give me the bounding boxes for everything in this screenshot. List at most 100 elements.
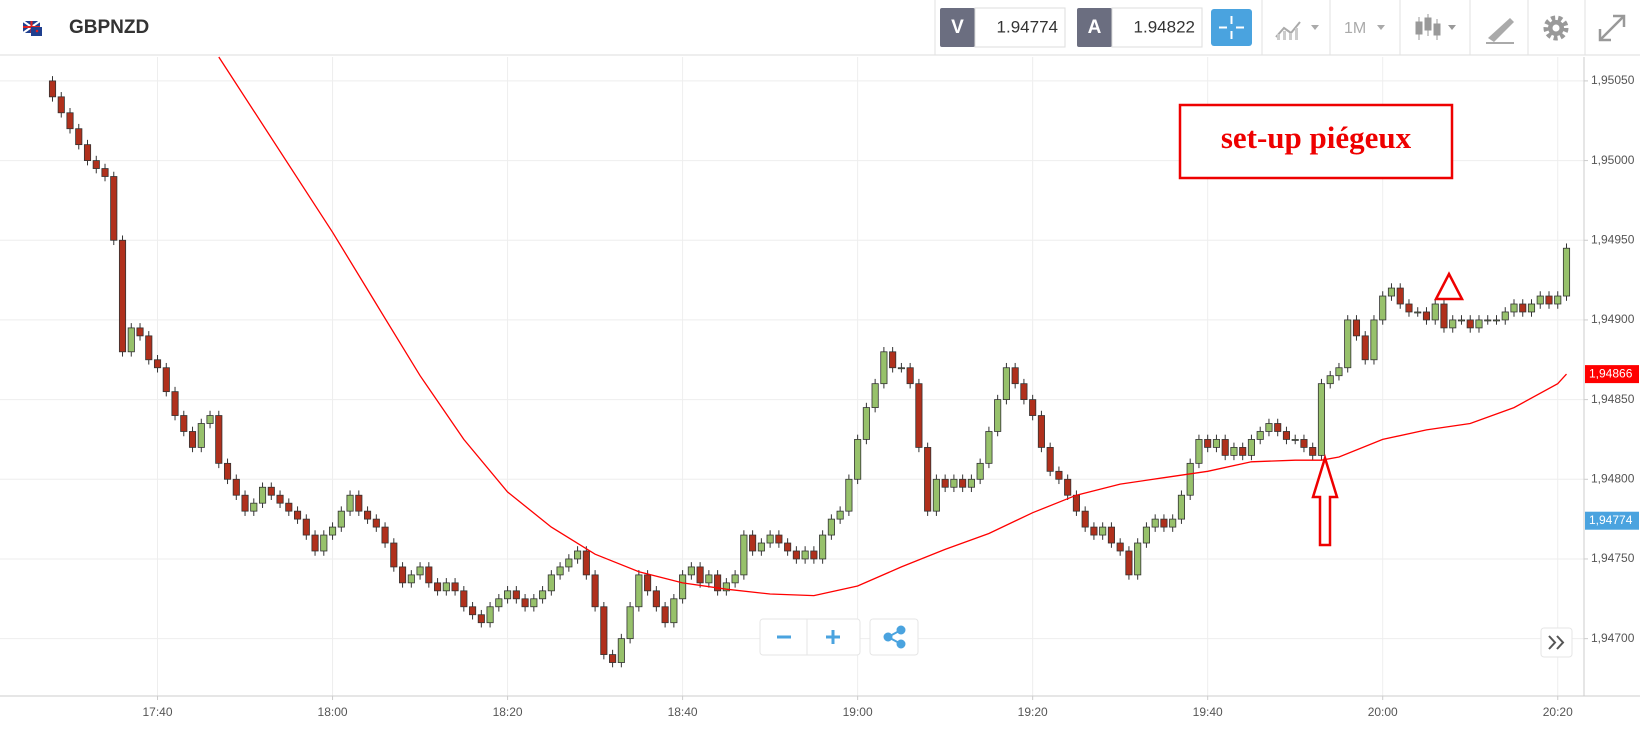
candle-body [792,550,800,560]
candles-button[interactable] [1415,14,1456,40]
candle-body [57,96,65,114]
candle-body [1554,295,1562,305]
fullscreen-button[interactable] [1598,14,1626,42]
share-button[interactable] [869,618,919,656]
candle-body [48,80,57,98]
candle-body [1414,311,1422,314]
candle-body [836,510,844,520]
candle-body [687,566,695,576]
candle-body [1309,447,1317,456]
candle-body [880,351,888,385]
crosshair-icon [1219,16,1244,39]
candle-body [1064,478,1072,496]
candle-body [364,510,372,520]
candle-body [1335,367,1343,377]
candle-body [1116,542,1124,552]
candle-body [320,534,328,552]
candle-body [1457,319,1466,322]
bid-button[interactable] [940,8,975,47]
candle-body [425,566,433,584]
candle-body [722,582,730,592]
candle-body [609,654,617,663]
candle-body [197,423,205,448]
candle-body [399,566,407,584]
triangle-marker [1433,271,1465,301]
candle-body [206,415,214,424]
candle-body [714,574,722,592]
y-tick-label: 1,95000 [1591,153,1635,167]
candle-body [1352,319,1361,337]
draw-button[interactable] [1486,18,1514,44]
candle-body [1265,423,1273,432]
y-tick-label: 1,95050 [1591,73,1635,87]
candle-body [1177,494,1185,520]
candle-body [1160,518,1168,528]
candle-body [556,566,564,576]
candle-body [92,160,100,169]
candle-body [442,582,450,592]
candle-body [871,383,879,408]
plot [48,56,1571,668]
candle-body [1274,423,1282,432]
candle-body [1029,399,1037,416]
candle-body [1300,439,1308,448]
candle-body [127,327,135,353]
candle-body [994,399,1002,432]
candle-body [337,510,345,528]
candle-body [644,574,652,592]
candle-body [75,128,83,146]
candle-body [250,502,258,512]
crosshair-button[interactable] [1211,9,1252,46]
candle-body [1186,462,1194,496]
candle-body [784,542,792,552]
x-tick-label: 18:40 [668,705,698,719]
candle-body [180,415,188,432]
candle-body [1212,439,1220,448]
candle-body [740,534,748,576]
ask-button[interactable] [1077,8,1112,47]
candle-body [1282,431,1291,440]
candle-body [862,407,870,440]
candle-body [1020,383,1028,401]
candle-body [1221,439,1229,456]
candle-body [574,550,582,560]
candle-body [1562,247,1571,297]
x-tick-label: 20:00 [1368,705,1398,719]
candle-body [661,606,669,624]
candle-body [897,367,905,370]
candle-body [1326,375,1334,385]
chart-type-button[interactable] [1275,21,1319,40]
candle-body [1501,311,1509,321]
candle-body [582,550,590,576]
x-tick-label: 18:20 [493,705,523,719]
candle-body [670,598,678,624]
candle-body [232,478,240,496]
candle-body [1011,367,1019,385]
zoom-controls [759,618,919,656]
candle-body [941,478,949,488]
price-tag [1585,365,1639,384]
y-tick-label: 1,94900 [1591,312,1635,326]
candle-body [285,502,293,512]
scroll-right-button[interactable] [1540,627,1573,658]
candle-body [1037,415,1045,448]
candle-body [766,534,774,544]
candle-body [819,534,827,560]
ask-price: 1.94822 [1134,17,1195,36]
settings-button[interactable] [1543,15,1569,41]
candle-body [530,598,538,608]
price-tag-label: 1,94774 [1589,513,1633,527]
candle-body [705,574,713,584]
candle-body [451,582,459,592]
candle-body [1055,470,1063,480]
candle-body [1151,518,1159,528]
y-tick-label: 1,94950 [1591,232,1635,246]
timeframe-button[interactable]: 1M [1344,20,1385,37]
candle-body [188,431,197,448]
zoom-in-button[interactable] [826,630,840,644]
y-tick-label: 1,94850 [1591,392,1635,406]
candle-body [915,383,923,448]
candle-body [1440,303,1448,329]
candle-body [215,415,223,464]
